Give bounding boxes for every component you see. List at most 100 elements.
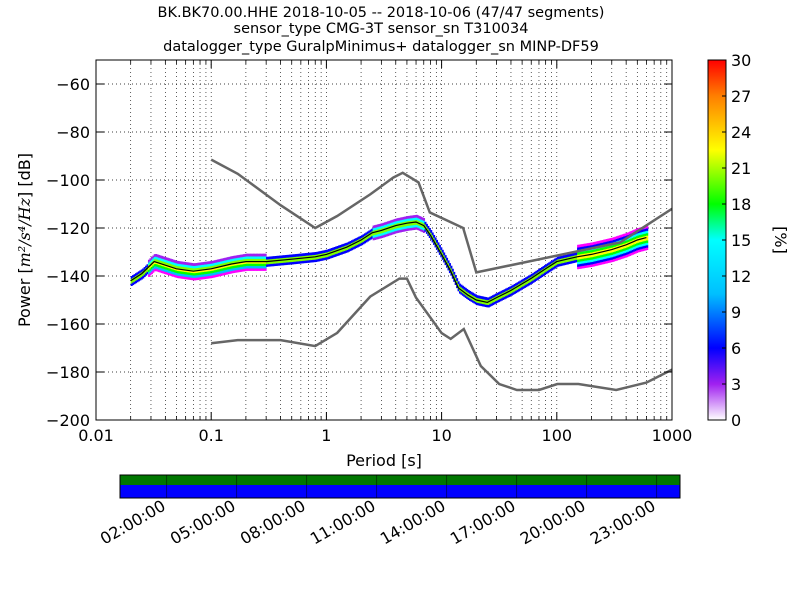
- ppsd-cell: [253, 253, 256, 257]
- ppsd-cell: [189, 267, 192, 271]
- ppsd-cell: [628, 238, 631, 242]
- ppsd-cell: [562, 260, 565, 264]
- data-coverage-bar: [119, 474, 681, 499]
- ppsd-cell: [454, 282, 457, 286]
- ppsd-cell: [156, 259, 159, 263]
- ppsd-cell: [633, 236, 636, 240]
- ppsd-cell: [556, 261, 559, 265]
- ppsd-cell: [352, 244, 355, 248]
- ppsd-cell: [302, 253, 305, 257]
- ppsd-cell: [386, 228, 390, 232]
- ppsd-cell: [431, 232, 434, 236]
- ppsd-cell: [326, 251, 329, 255]
- ppsd-cell: [574, 257, 577, 261]
- ppsd-cell: [579, 261, 582, 264]
- ppsd-cell: [372, 235, 375, 238]
- ppsd-cell: [522, 286, 525, 289]
- ppsd-cell: [549, 268, 552, 272]
- ppsd-cell: [192, 265, 195, 269]
- ppsd-cell: [254, 263, 257, 267]
- ppsd-cell: [604, 253, 607, 257]
- ppsd-cell: [594, 244, 597, 247]
- ppsd-cell: [325, 252, 328, 256]
- ppsd-cell: [640, 241, 643, 245]
- ppsd-cell: [555, 262, 558, 266]
- x-tick-label: 0.1: [198, 426, 223, 445]
- ppsd-cell: [215, 269, 218, 273]
- ppsd-cell: [365, 239, 368, 243]
- ppsd-cell: [268, 261, 271, 265]
- ppsd-cell: [592, 263, 595, 267]
- ppsd-cell: [582, 255, 585, 259]
- ppsd-cell: [214, 262, 217, 266]
- ppsd-cell: [415, 226, 418, 230]
- ppsd-cell: [385, 224, 388, 228]
- ppsd-cell: [346, 249, 349, 253]
- ppsd-cell: [392, 229, 395, 232]
- ppsd-cell: [320, 250, 323, 254]
- ppsd-cell: [644, 245, 647, 249]
- ppsd-cell: [211, 263, 214, 267]
- ppsd-cell: [530, 273, 534, 277]
- ppsd-cell: [624, 252, 627, 256]
- ppsd-cell: [314, 252, 318, 255]
- ppsd-cell: [558, 258, 561, 262]
- ppsd-cell: [535, 270, 538, 274]
- ppsd-cell: [479, 295, 482, 299]
- ppsd-cell: [297, 258, 300, 262]
- ppsd-cell: [335, 246, 338, 250]
- ppsd-cell: [587, 257, 590, 261]
- ppsd-cell: [597, 260, 600, 264]
- ppsd-cell: [411, 220, 414, 224]
- ppsd-cell: [394, 221, 397, 225]
- ppsd-cell: [541, 271, 544, 275]
- ppsd-cell: [453, 279, 456, 282]
- ppsd-cell: [520, 284, 523, 288]
- ppsd-cell: [499, 291, 502, 295]
- ppsd-cell: [568, 261, 571, 265]
- ppsd-cell: [384, 231, 387, 235]
- ppsd-cell: [526, 283, 529, 287]
- ppsd-cell: [483, 301, 486, 305]
- ppsd-cell: [350, 247, 354, 251]
- ppsd-cell: [263, 260, 266, 264]
- ppsd-cell: [251, 253, 254, 257]
- ppsd-cell: [568, 258, 571, 262]
- ppsd-cell: [375, 234, 378, 238]
- ppsd-cell: [510, 292, 513, 296]
- ppsd-cell: [205, 273, 208, 277]
- ppsd-cell: [336, 253, 339, 256]
- ppsd-cell: [530, 280, 534, 284]
- ppsd-cell: [559, 263, 562, 267]
- ppsd-cell: [296, 253, 299, 257]
- ppsd-cell: [322, 255, 325, 259]
- ppsd-cell: [348, 246, 351, 250]
- ppsd-cell: [205, 266, 208, 270]
- ppsd-cell: [307, 257, 310, 261]
- ppsd-cell: [196, 277, 199, 281]
- ppsd-cell: [644, 230, 647, 234]
- ppsd-cell: [448, 270, 451, 274]
- ppsd-cell: [381, 225, 384, 229]
- ppsd-cell: [379, 235, 382, 239]
- ppsd-cell: [571, 260, 574, 264]
- ppsd-cell: [145, 270, 148, 274]
- ppsd-cell: [613, 249, 616, 252]
- ppsd-cell: [299, 253, 302, 257]
- ppsd-cell: [254, 268, 257, 271]
- ppsd-cell: [605, 238, 608, 242]
- ppsd-cell: [394, 230, 397, 234]
- ppsd-cell: [545, 271, 548, 275]
- ppsd-cell: [250, 253, 253, 257]
- ppsd-cell: [158, 266, 161, 270]
- ppsd-cell: [595, 262, 598, 266]
- ppsd-cell: [624, 235, 627, 239]
- ppsd-cell: [407, 220, 410, 224]
- ppsd-cell: [643, 240, 646, 244]
- ppsd-cell: [461, 285, 464, 289]
- ppsd-cell: [253, 260, 256, 264]
- ppsd-cell: [620, 256, 623, 260]
- ppsd-cell: [196, 267, 199, 271]
- ppsd-cell: [312, 252, 315, 256]
- ppsd-cell: [178, 275, 181, 279]
